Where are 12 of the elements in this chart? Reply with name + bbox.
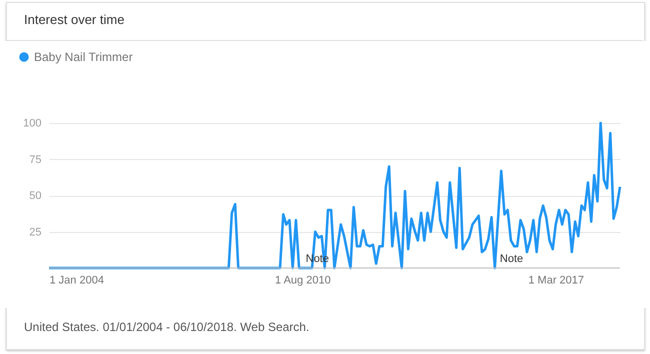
y-tick-label: 100 (23, 118, 42, 130)
annotation: Note (500, 253, 524, 265)
x-tick-label: 1 Mar 2017 (528, 274, 584, 286)
y-tick-label: 25 (29, 226, 42, 238)
x-tick-label: 1 Aug 2010 (275, 274, 331, 286)
x-tick-label: 1 Jan 2004 (50, 274, 104, 286)
line-series (48, 122, 622, 270)
y-tick-label: 50 (29, 190, 42, 202)
y-tick-label: 75 (29, 154, 42, 166)
legend-label: Baby Nail Trimmer (34, 50, 133, 64)
chart-title: Interest over time (24, 12, 124, 27)
text: United States. 01/01/2004 - 06/10/2018. Web Search. (24, 320, 310, 334)
